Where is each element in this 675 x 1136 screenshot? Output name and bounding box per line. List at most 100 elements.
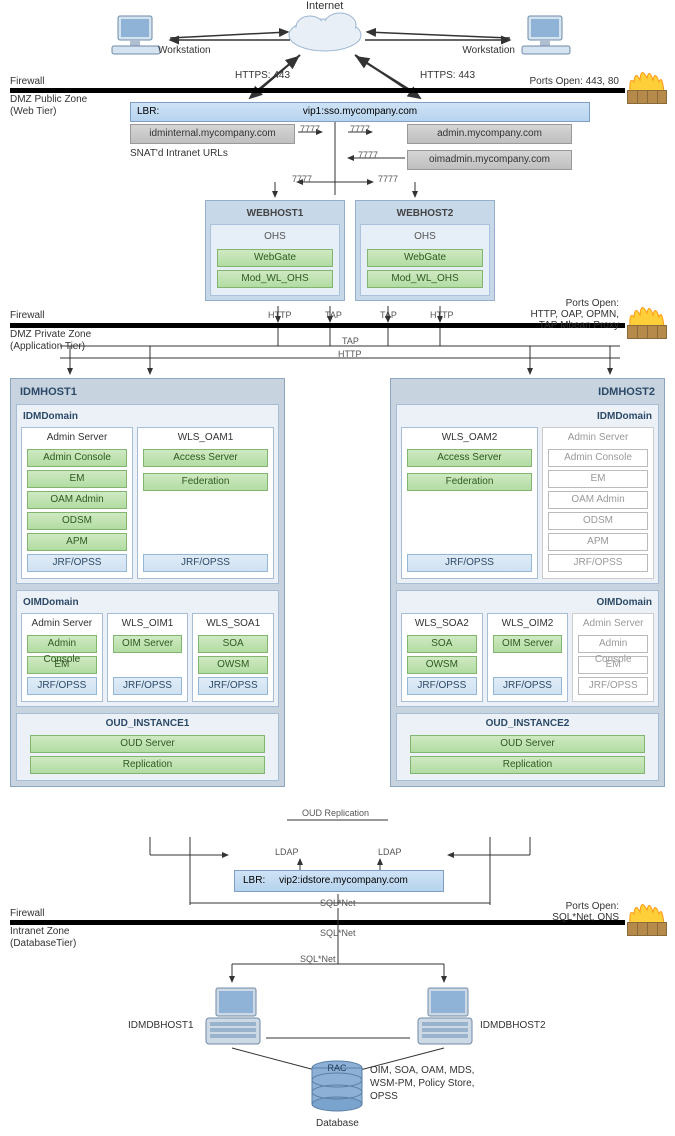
firewall-label-1: Firewall (10, 76, 44, 87)
h1o-wlssoa1: WLS_SOA1 (196, 617, 270, 632)
idmhost1-idmdomain-hdr: IDMDomain (21, 409, 274, 427)
workstation-left-label: Workstation (158, 45, 211, 56)
tap-2: TAP (380, 310, 397, 320)
h1-wlsoam1: WLS_OAM1 (141, 431, 270, 446)
h2o-owsm: OWSM (407, 656, 477, 674)
port-7777-b: 7777 (350, 124, 370, 134)
h2o-em: EM (578, 656, 648, 674)
h2-oamadmin: OAM Admin (548, 491, 648, 509)
h1-em: EM (27, 470, 127, 488)
h2o-oimserver: OIM Server (493, 635, 563, 653)
snat-label: SNAT'd Intranet URLs (130, 148, 228, 159)
webhost1-ohs: OHS (215, 229, 335, 246)
webhost1-modwl: Mod_WL_OHS (217, 270, 333, 288)
h1o-adminserver: Admin Server (25, 617, 99, 632)
h1o-soa: SOA (198, 635, 268, 653)
h2-replication: Replication (410, 756, 645, 774)
database-label: Database (316, 1118, 359, 1129)
webhost1-hdr: WEBHOST1 (210, 205, 340, 224)
url-idminternal: idminternal.mycompany.com (130, 124, 295, 144)
lbr1-box: LBR: vip1:sso.mycompany.com (130, 102, 590, 122)
dmz-public-label: DMZ Public Zone (10, 94, 87, 105)
h1-oamadmin: OAM Admin (27, 491, 127, 509)
h2-apm: APM (548, 533, 648, 551)
idmhost1-hdr: IDMHOST1 (16, 384, 279, 404)
idmhost2-idmdomain: IDMDomain WLS_OAM2 Access Server Federat… (396, 404, 659, 584)
internet-cloud (285, 5, 365, 58)
webhost2: WEBHOST2 OHS WebGate Mod_WL_OHS (355, 200, 495, 301)
port-7777-c: 7777 (358, 150, 378, 160)
dmz-private-label: DMZ Private Zone (10, 329, 91, 340)
port-7777-d: 7777 (292, 174, 312, 184)
idmhost2-oimdomain-hdr: OIMDomain (401, 595, 654, 613)
h2o-wlssoa2: WLS_SOA2 (405, 617, 479, 632)
svg-text:RAC: RAC (327, 1063, 347, 1073)
idmhost1-idmdomain: IDMDomain Admin Server Admin Console EM … (16, 404, 279, 584)
tap-mid: TAP (342, 336, 359, 346)
idmhost2-idmdomain-hdr: IDMDomain (401, 409, 654, 427)
flame-2 (627, 299, 667, 327)
lbr1-vip: vip1:sso.mycompany.com (131, 103, 589, 121)
h2o-jrf2: JRF/OPSS (493, 677, 563, 695)
h2-em: EM (548, 470, 648, 488)
h1-accessserver: Access Server (143, 449, 268, 467)
rac-cylinder: RAC (310, 1060, 364, 1108)
h1o-jrf1: JRF/OPSS (27, 677, 97, 695)
ldap-right: LDAP (378, 847, 402, 857)
http-2: HTTP (430, 310, 454, 320)
h1o-jrf3: JRF/OPSS (198, 677, 268, 695)
h1-federation: Federation (143, 473, 268, 491)
h1-replication: Replication (30, 756, 265, 774)
workstation-right (520, 10, 580, 63)
firewall-label-2: Firewall (10, 310, 44, 321)
h2-oudinst: OUD_INSTANCE2 (400, 717, 655, 732)
h2-adminserver: Admin Server (546, 431, 650, 446)
h1o-oimserver: OIM Server (113, 635, 183, 653)
idmdbhost2-label: IDMDBHOST2 (480, 1020, 546, 1031)
oud-repl-label: OUD Replication (302, 808, 369, 818)
h2-jrf2: JRF/OPSS (407, 554, 532, 572)
h2-jrf1: JRF/OPSS (548, 554, 648, 572)
brick-3 (627, 922, 667, 936)
webhost1-webgate: WebGate (217, 249, 333, 267)
idmdbhost2-icon (410, 982, 480, 1055)
idmdbhost1-label: IDMDBHOST1 (128, 1020, 194, 1031)
h2o-wlsoim2: WLS_OIM2 (491, 617, 565, 632)
h1o-adminconsole: Admin Console (27, 635, 97, 653)
h1-adminconsole: Admin Console (27, 449, 127, 467)
h1o-em: EM (27, 656, 97, 674)
webhost2-webgate: WebGate (367, 249, 483, 267)
h2-wlsoam2: WLS_OAM2 (405, 431, 534, 446)
brick-1 (627, 90, 667, 104)
h1-odsm: ODSM (27, 512, 127, 530)
sqlnet-3: SQL*Net (300, 954, 336, 964)
app-tier-label: (Application Tier) (10, 341, 85, 352)
h1-apm: APM (27, 533, 127, 551)
h2-accessserver: Access Server (407, 449, 532, 467)
h1o-owsm: OWSM (198, 656, 268, 674)
flame-1 (627, 64, 667, 92)
h2o-adminserver: Admin Server (576, 617, 650, 632)
intranet-label: Intranet Zone (10, 926, 69, 937)
h1o-wlsoim1: WLS_OIM1 (111, 617, 185, 632)
idmhost2: IDMHOST2 IDMDomain WLS_OAM2 Access Serve… (390, 378, 665, 787)
h2-federation: Federation (407, 473, 532, 491)
firewall-label-3: Firewall (10, 908, 44, 919)
workstation-right-label: Workstation (455, 45, 515, 56)
h1-oudserver: OUD Server (30, 735, 265, 753)
ldap-left: LDAP (275, 847, 299, 857)
h2o-soa: SOA (407, 635, 477, 653)
idmhost1-oud: OUD_INSTANCE1 OUD Server Replication (16, 713, 279, 781)
h1-adminserver: Admin Server (25, 431, 129, 446)
web-tier-label: (Web Tier) (10, 106, 57, 117)
lbr2-prefix: LBR: (243, 875, 265, 886)
webhost2-hdr: WEBHOST2 (360, 205, 490, 224)
h2o-jrf3: JRF/OPSS (407, 677, 477, 695)
h2o-adminconsole: Admin Console (578, 635, 648, 653)
idmhost2-hdr: IDMHOST2 (396, 384, 659, 404)
h2-oudserver: OUD Server (410, 735, 645, 753)
firewall-bar-1 (10, 88, 625, 93)
tap-1: TAP (325, 310, 342, 320)
idmhost1-oimdomain: OIMDomain Admin Server Admin Console EM … (16, 590, 279, 707)
https-right: HTTPS: 443 (420, 70, 475, 81)
